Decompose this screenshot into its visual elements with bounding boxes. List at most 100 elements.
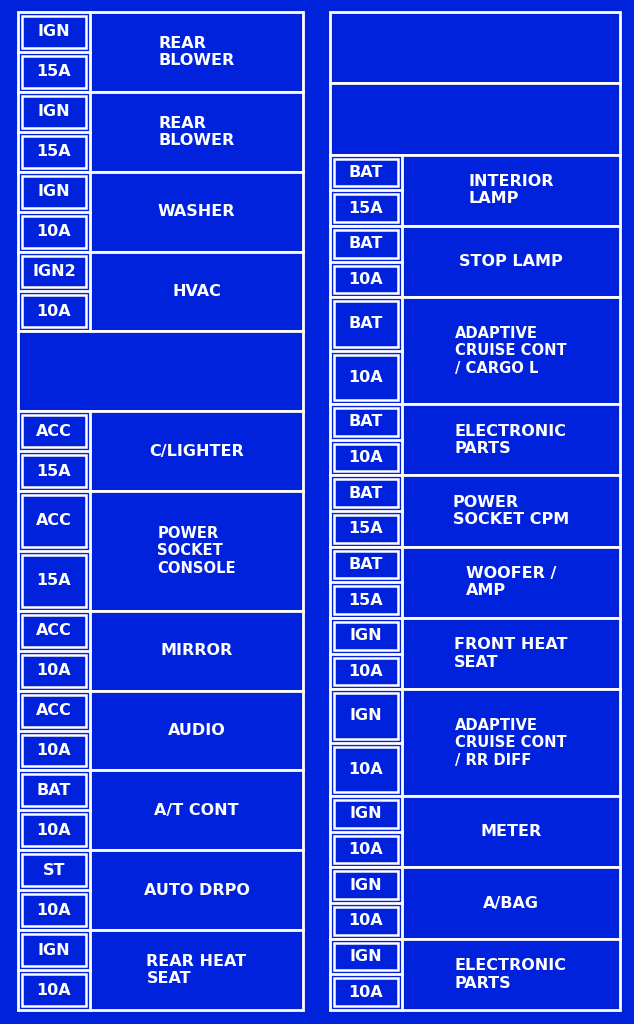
Bar bbox=[18, 492, 303, 610]
Text: ADAPTIVE
CRUISE CONT
/ CARGO L: ADAPTIVE CRUISE CONT / CARGO L bbox=[455, 326, 567, 376]
Text: BAT: BAT bbox=[349, 316, 383, 332]
Text: FRONT HEAT
SEAT: FRONT HEAT SEAT bbox=[454, 637, 568, 670]
Text: 15A: 15A bbox=[349, 201, 384, 215]
Bar bbox=[334, 551, 398, 579]
Text: 10A: 10A bbox=[349, 664, 384, 679]
Bar bbox=[22, 974, 86, 1006]
Text: 10A: 10A bbox=[37, 743, 71, 758]
Bar bbox=[18, 172, 303, 252]
Bar bbox=[22, 176, 86, 208]
Text: MIRROR: MIRROR bbox=[160, 643, 233, 658]
Bar bbox=[330, 867, 620, 939]
Text: 15A: 15A bbox=[37, 464, 71, 478]
Bar bbox=[334, 693, 398, 738]
Text: IGN: IGN bbox=[37, 25, 70, 40]
Text: 10A: 10A bbox=[349, 370, 384, 385]
Text: ACC: ACC bbox=[36, 513, 72, 528]
Text: 10A: 10A bbox=[37, 983, 71, 997]
Text: INTERIOR
LAMP: INTERIOR LAMP bbox=[469, 174, 553, 207]
Text: 10A: 10A bbox=[37, 823, 71, 838]
Text: 10A: 10A bbox=[37, 664, 71, 678]
Text: AUTO DRPO: AUTO DRPO bbox=[143, 883, 249, 898]
Text: 10A: 10A bbox=[349, 450, 384, 465]
Text: 15A: 15A bbox=[37, 573, 71, 589]
Text: A/BAG: A/BAG bbox=[483, 896, 539, 910]
Text: IGN: IGN bbox=[350, 709, 382, 723]
Bar bbox=[330, 939, 620, 1010]
Text: REAR
BLOWER: REAR BLOWER bbox=[158, 116, 235, 147]
Text: A/T CONT: A/T CONT bbox=[154, 803, 239, 818]
Text: C/LIGHTER: C/LIGHTER bbox=[149, 443, 244, 459]
Bar bbox=[18, 332, 303, 412]
Text: STOP LAMP: STOP LAMP bbox=[459, 254, 563, 269]
Text: WASHER: WASHER bbox=[158, 204, 235, 219]
Bar bbox=[22, 495, 86, 547]
Text: ACC: ACC bbox=[36, 624, 72, 638]
Text: IGN: IGN bbox=[37, 104, 70, 120]
Bar bbox=[22, 296, 86, 328]
Text: 10A: 10A bbox=[349, 985, 384, 999]
Bar bbox=[22, 136, 86, 168]
Bar bbox=[334, 515, 398, 543]
Bar bbox=[18, 850, 303, 930]
Text: REAR HEAT
SEAT: REAR HEAT SEAT bbox=[146, 954, 247, 986]
Text: METER: METER bbox=[481, 824, 541, 840]
Text: IGN: IGN bbox=[37, 184, 70, 199]
Bar bbox=[334, 195, 398, 222]
Bar bbox=[334, 746, 398, 793]
Bar bbox=[18, 92, 303, 172]
Text: 10A: 10A bbox=[37, 903, 71, 918]
Bar bbox=[330, 12, 620, 83]
Bar bbox=[330, 796, 620, 867]
Bar bbox=[22, 16, 86, 48]
Bar bbox=[330, 689, 620, 796]
Bar bbox=[18, 610, 303, 690]
Bar bbox=[22, 96, 86, 128]
Bar bbox=[330, 226, 620, 297]
Text: 10A: 10A bbox=[349, 271, 384, 287]
Text: ACC: ACC bbox=[36, 703, 72, 718]
Bar bbox=[22, 854, 86, 886]
Text: POWER
SOCKET
CONSOLE: POWER SOCKET CONSOLE bbox=[157, 526, 236, 575]
Bar bbox=[334, 657, 398, 685]
Bar bbox=[334, 836, 398, 863]
Text: AUDIO: AUDIO bbox=[167, 723, 225, 738]
Text: 10A: 10A bbox=[349, 842, 384, 857]
Bar bbox=[330, 547, 620, 617]
Bar bbox=[22, 256, 86, 288]
Bar bbox=[18, 690, 303, 770]
Bar bbox=[330, 404, 620, 475]
Text: BAT: BAT bbox=[349, 165, 383, 180]
Text: 15A: 15A bbox=[37, 144, 71, 159]
Text: IGN: IGN bbox=[350, 629, 382, 643]
Text: ELECTRONIC
PARTS: ELECTRONIC PARTS bbox=[455, 424, 567, 456]
Bar bbox=[22, 455, 86, 487]
Text: IGN: IGN bbox=[350, 949, 382, 964]
Bar bbox=[334, 354, 398, 400]
Text: IGN: IGN bbox=[350, 878, 382, 893]
Bar bbox=[334, 229, 398, 257]
Text: 10A: 10A bbox=[349, 913, 384, 929]
Bar bbox=[22, 216, 86, 248]
Bar bbox=[334, 159, 398, 186]
Bar bbox=[334, 265, 398, 293]
Bar bbox=[330, 475, 620, 547]
Text: BAT: BAT bbox=[349, 237, 383, 251]
Bar bbox=[334, 479, 398, 507]
Text: 15A: 15A bbox=[349, 521, 384, 537]
Text: 10A: 10A bbox=[349, 762, 384, 777]
Bar bbox=[22, 814, 86, 846]
Bar bbox=[330, 83, 620, 155]
Text: ADAPTIVE
CRUISE CONT
/ RR DIFF: ADAPTIVE CRUISE CONT / RR DIFF bbox=[455, 718, 567, 768]
Bar bbox=[334, 907, 398, 935]
Bar bbox=[22, 734, 86, 767]
Bar bbox=[330, 617, 620, 689]
Bar bbox=[22, 774, 86, 807]
Bar bbox=[18, 770, 303, 850]
Bar bbox=[334, 943, 398, 971]
Bar bbox=[334, 800, 398, 827]
Bar bbox=[334, 301, 398, 346]
Bar bbox=[334, 622, 398, 649]
Text: BAT: BAT bbox=[349, 415, 383, 429]
Text: IGN2: IGN2 bbox=[32, 264, 76, 279]
